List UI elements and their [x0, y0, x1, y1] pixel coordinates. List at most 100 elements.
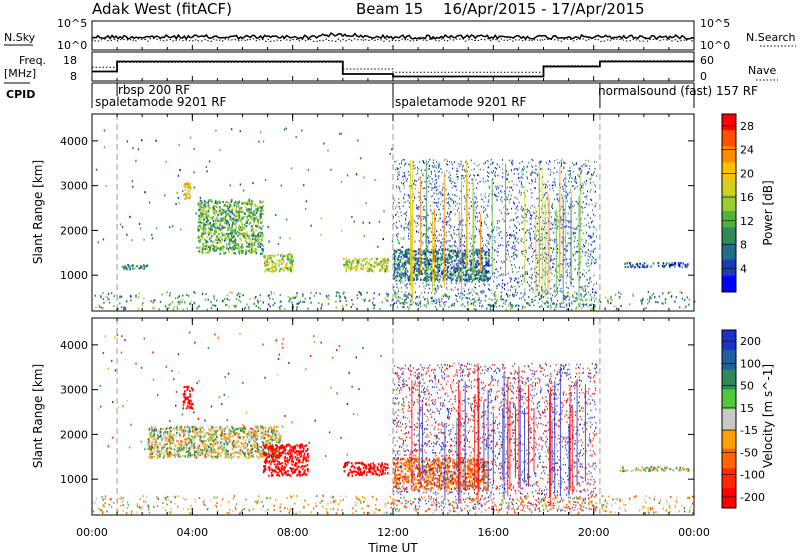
- echo-cell: [520, 208, 522, 210]
- echo-cell: [501, 237, 503, 239]
- echo-cell: [468, 166, 469, 168]
- echo-cell: [209, 227, 212, 230]
- echo-cell: [379, 269, 381, 272]
- echo-cell: [416, 215, 418, 217]
- echo-cell: [422, 296, 424, 299]
- echo-cell: [489, 276, 491, 278]
- echo-cell: [490, 158, 492, 161]
- echo-cell: [407, 252, 410, 255]
- echo-cell: [473, 168, 475, 170]
- echo-cell: [227, 213, 229, 216]
- echo-cell: [474, 300, 476, 303]
- echo-cell: [405, 201, 407, 204]
- echo-cell: [466, 307, 469, 310]
- echo-cell: [224, 218, 226, 221]
- echo-cell: [496, 287, 498, 290]
- echo-cell: [397, 288, 399, 290]
- echo-cell: [502, 218, 504, 220]
- echo-cell: [243, 235, 245, 238]
- echo-cell: [227, 208, 229, 211]
- echo-cell: [131, 264, 133, 267]
- echo-cell: [405, 214, 407, 217]
- echo-cell: [498, 245, 500, 247]
- echo-cell: [396, 271, 399, 274]
- echo-cell: [551, 223, 553, 226]
- echo-cell: [241, 243, 244, 246]
- echo-cell: [235, 243, 238, 246]
- echo-cell: [484, 209, 486, 212]
- echo-cell: [530, 188, 532, 191]
- echo-cell: [577, 243, 579, 245]
- echo-cell: [464, 257, 467, 260]
- echo-cell: [487, 247, 489, 250]
- echo-cell: [537, 174, 539, 176]
- echo-cell: [502, 274, 504, 277]
- echo-cell: [550, 256, 552, 259]
- echo-cell: [449, 160, 450, 163]
- echo-cell: [543, 290, 545, 293]
- echo-cell: [479, 271, 482, 274]
- echo-cell: [346, 260, 349, 263]
- echo-cell: [478, 262, 480, 265]
- echo-cell: [447, 254, 450, 257]
- echo-cell: [430, 183, 432, 185]
- echo-cell: [487, 288, 489, 290]
- echo-cell: [495, 167, 497, 169]
- echo-cell: [301, 129, 303, 132]
- echo-cell: [482, 177, 484, 180]
- echo-cell: [422, 216, 424, 218]
- echo-cell: [427, 191, 429, 193]
- echo-cell: [531, 172, 533, 174]
- echo-cell: [485, 269, 488, 273]
- echo-cell: [510, 234, 512, 236]
- echo-cell: [427, 227, 429, 229]
- echo-cell: [494, 305, 496, 308]
- echo-streak: [571, 192, 573, 278]
- echo-cell: [475, 266, 477, 269]
- echo-cell: [94, 294, 96, 297]
- echo-cell: [546, 291, 548, 293]
- echo-cell: [503, 302, 505, 305]
- echo-cell: [451, 234, 452, 237]
- echo-cell: [437, 220, 439, 222]
- echo-cell: [125, 267, 128, 270]
- echo-cell: [595, 185, 597, 188]
- echo-cell: [397, 226, 398, 229]
- echo-cell: [398, 174, 400, 176]
- echo-cell: [491, 264, 493, 266]
- echo-cell: [555, 269, 556, 272]
- echo-cell: [475, 196, 477, 199]
- echo-cell: [422, 187, 424, 190]
- echo-cell: [536, 276, 537, 278]
- echo-cell: [568, 177, 570, 179]
- echo-cell: [202, 210, 204, 213]
- echo-cell: [239, 250, 242, 253]
- echo-cell: [398, 248, 400, 251]
- echo-cell: [575, 251, 577, 253]
- echo-cell: [450, 257, 452, 260]
- echo-cell: [475, 286, 476, 289]
- cpid-segment-spaleta-2: spaletamode 9201 RF: [395, 95, 527, 109]
- echo-cell: [468, 232, 470, 234]
- echo-cell: [423, 205, 425, 208]
- echo-cell: [193, 302, 196, 305]
- echo-cell: [373, 297, 375, 300]
- nsearch-label: N.Search: [746, 31, 796, 44]
- echo-cell: [522, 275, 524, 278]
- echo-cell: [255, 224, 257, 228]
- echo-cell: [453, 229, 455, 231]
- echo-cell: [558, 200, 560, 203]
- echo-cell: [561, 158, 563, 161]
- echo-cell: [237, 216, 240, 219]
- echo-cell: [433, 253, 435, 256]
- echo-cell: [556, 193, 558, 196]
- echo-cell: [399, 273, 401, 276]
- echo-cell: [476, 228, 477, 230]
- echo-cell: [480, 224, 482, 227]
- echo-cell: [490, 236, 492, 238]
- echo-cell: [465, 253, 467, 256]
- echo-cell: [132, 267, 134, 270]
- echo-cell: [225, 243, 228, 246]
- echo-cell: [460, 267, 462, 271]
- echo-cell: [423, 162, 425, 165]
